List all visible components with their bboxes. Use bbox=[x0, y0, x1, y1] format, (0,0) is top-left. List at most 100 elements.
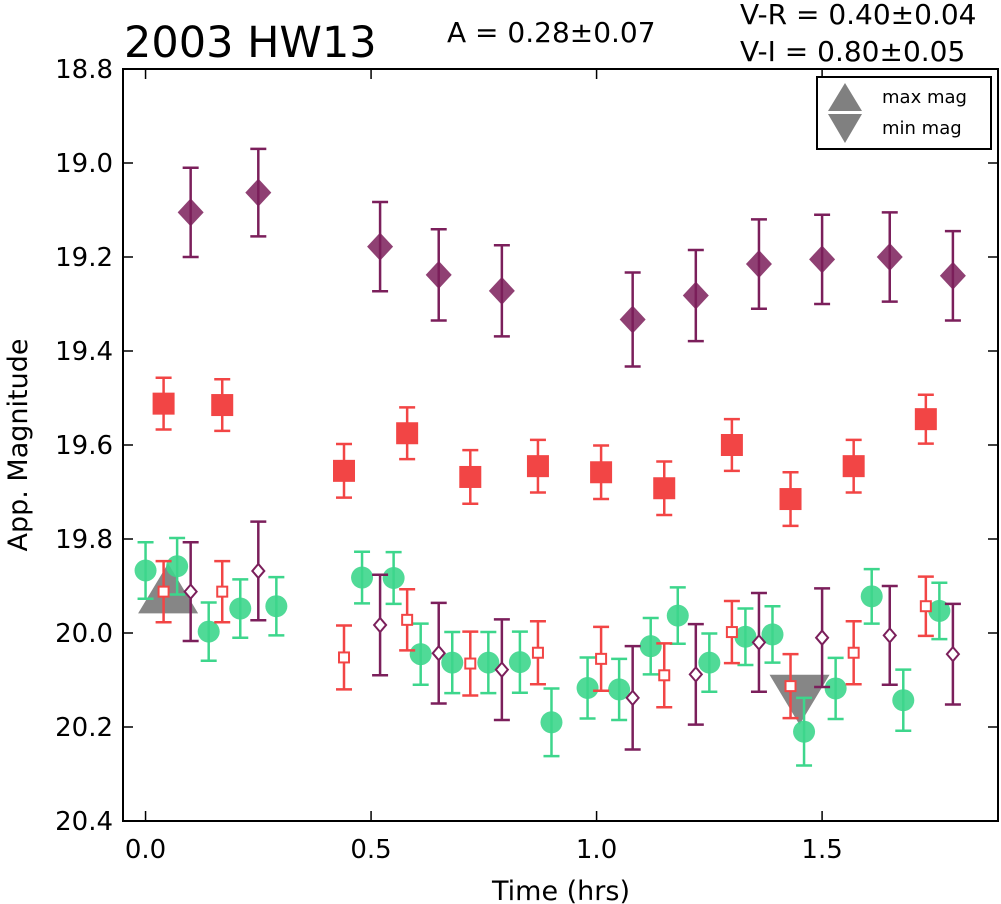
data-point bbox=[197, 601, 220, 662]
data-point bbox=[540, 687, 563, 758]
data-point bbox=[155, 559, 172, 624]
circle-marker bbox=[734, 625, 757, 648]
data-point bbox=[409, 622, 432, 686]
plot-frame bbox=[122, 68, 999, 822]
data-point bbox=[682, 248, 709, 343]
circle-marker bbox=[166, 555, 189, 578]
circle-marker bbox=[698, 651, 721, 674]
data-point bbox=[720, 417, 743, 473]
x-tick-label: 1.0 bbox=[576, 835, 617, 865]
data-point bbox=[488, 244, 515, 338]
diamond-marker bbox=[809, 245, 836, 274]
data-point bbox=[914, 393, 937, 445]
open-square-marker bbox=[784, 680, 797, 693]
diamond-marker bbox=[245, 178, 272, 207]
square-marker bbox=[779, 488, 802, 511]
square-marker bbox=[526, 455, 549, 478]
data-point bbox=[166, 536, 189, 596]
data-point bbox=[876, 211, 903, 303]
open-diamond-marker bbox=[688, 665, 704, 683]
y-tick-label: 20.0 bbox=[55, 619, 113, 649]
data-point bbox=[214, 559, 231, 624]
data-point bbox=[734, 607, 757, 667]
data-point bbox=[944, 602, 961, 706]
open-square-marker bbox=[338, 651, 351, 664]
circle-marker bbox=[229, 597, 252, 620]
data-point bbox=[333, 442, 356, 499]
legend: max mag min mag bbox=[816, 76, 992, 150]
amplitude-annotation: A = 0.28±0.07 bbox=[447, 16, 656, 49]
circle-marker bbox=[824, 677, 847, 700]
data-point bbox=[928, 581, 951, 641]
circle-marker bbox=[540, 711, 563, 734]
data-point bbox=[211, 377, 234, 433]
data-point bbox=[250, 520, 267, 622]
circle-marker bbox=[409, 643, 432, 666]
data-point bbox=[425, 228, 452, 322]
data-point bbox=[177, 166, 204, 259]
data-point bbox=[656, 642, 673, 709]
square-marker bbox=[459, 465, 482, 488]
square-marker bbox=[333, 459, 356, 482]
data-point bbox=[576, 656, 599, 720]
min-mag-legend-icon bbox=[828, 114, 862, 143]
data-point bbox=[761, 604, 784, 664]
open-diamond-marker bbox=[431, 644, 447, 662]
data-point bbox=[624, 644, 641, 751]
diamond-marker bbox=[745, 250, 772, 279]
data-point bbox=[265, 575, 288, 637]
legend-label-min: min mag bbox=[882, 118, 962, 139]
open-square-marker bbox=[157, 585, 170, 598]
data-point bbox=[824, 656, 847, 721]
data-point bbox=[367, 200, 394, 293]
open-square-marker bbox=[725, 626, 738, 639]
data-point bbox=[529, 620, 546, 686]
open-square-marker bbox=[531, 646, 544, 659]
data-point bbox=[939, 229, 966, 322]
data-point bbox=[745, 218, 772, 310]
data-point bbox=[590, 444, 613, 501]
square-marker bbox=[590, 461, 613, 484]
data-point bbox=[372, 573, 389, 677]
y-tick-label: 19.8 bbox=[55, 525, 113, 555]
data-point bbox=[842, 438, 865, 494]
data-point bbox=[526, 438, 549, 494]
y-tick-label: 19.2 bbox=[55, 243, 113, 273]
circle-marker bbox=[793, 720, 816, 743]
open-diamond-marker bbox=[945, 645, 961, 663]
circle-marker bbox=[265, 595, 288, 618]
diamond-marker bbox=[425, 260, 452, 289]
legend-label-max: max mag bbox=[882, 87, 967, 108]
square-marker bbox=[720, 434, 743, 456]
chart-title: 2003 HW13 bbox=[124, 18, 377, 68]
circle-marker bbox=[441, 651, 464, 674]
data-point bbox=[793, 696, 816, 767]
circle-marker bbox=[134, 559, 157, 582]
diamond-marker bbox=[367, 232, 394, 261]
square-marker bbox=[152, 392, 175, 415]
open-square-marker bbox=[919, 600, 932, 613]
data-point bbox=[441, 630, 464, 695]
data-point bbox=[493, 618, 510, 722]
data-point bbox=[229, 578, 252, 639]
data-point bbox=[723, 599, 740, 665]
y-tick-label: 20.2 bbox=[55, 713, 113, 743]
data-point bbox=[639, 616, 662, 676]
data-point bbox=[881, 584, 898, 686]
axis-ticks: 0.0 0.5 1.0 1.5 18.8 19.0 19.2 19.4 19.6 19.8 20.0… bbox=[55, 55, 998, 865]
data-point bbox=[892, 668, 915, 733]
open-square-marker bbox=[658, 669, 671, 682]
data-point bbox=[687, 622, 704, 726]
data-layer bbox=[134, 147, 966, 767]
open-square-marker bbox=[401, 613, 414, 626]
data-point bbox=[809, 213, 836, 306]
diamond-marker bbox=[177, 198, 204, 227]
data-point bbox=[508, 630, 531, 694]
diamond-marker bbox=[939, 261, 966, 290]
data-point bbox=[653, 460, 676, 517]
data-point bbox=[336, 624, 353, 691]
data-point bbox=[134, 541, 157, 600]
circle-marker bbox=[576, 676, 599, 699]
open-diamond-marker bbox=[494, 661, 510, 679]
max-mag-legend-icon bbox=[828, 83, 862, 111]
